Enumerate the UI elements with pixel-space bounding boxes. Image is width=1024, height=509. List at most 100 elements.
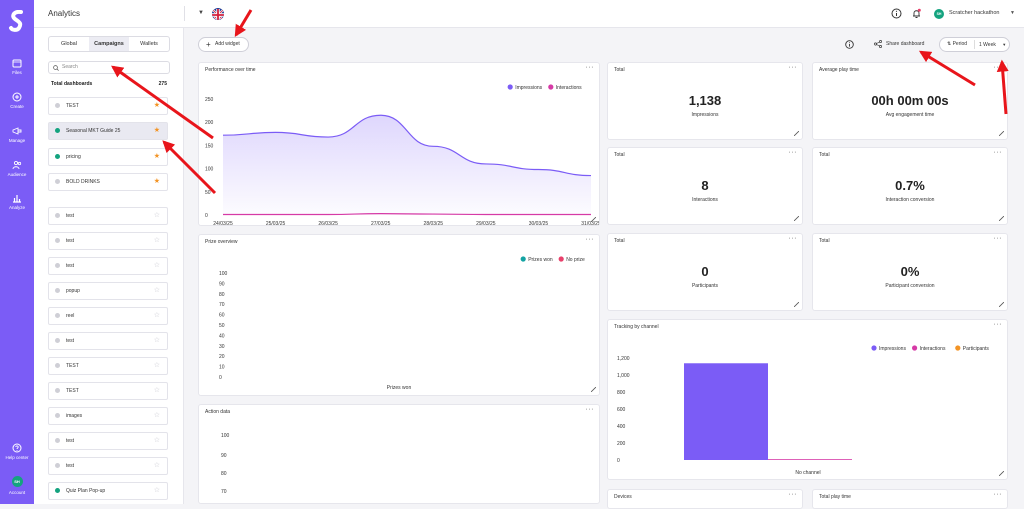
avatar[interactable]: SH — [934, 9, 944, 19]
list-item[interactable]: test ☆ — [48, 257, 168, 275]
resize-handle-icon[interactable] — [591, 387, 596, 392]
rail-help-center[interactable]: Help center — [0, 443, 34, 460]
series-line-impressions[interactable] — [222, 114, 592, 177]
y-tick-label: 20 — [219, 354, 225, 360]
resize-handle-icon[interactable] — [999, 471, 1004, 476]
more-options-icon[interactable]: ··· — [585, 236, 594, 243]
tab-campaigns[interactable]: Campaigns — [89, 37, 129, 51]
list-item[interactable]: TEST ★ — [48, 97, 168, 115]
star-icon[interactable]: ☆ — [153, 237, 160, 244]
legend-label[interactable]: Impressions — [515, 85, 542, 91]
star-icon[interactable]: ★ — [153, 178, 160, 185]
more-options-icon[interactable]: ··· — [788, 235, 797, 242]
tab-global[interactable]: Global — [61, 41, 77, 47]
star-icon[interactable]: ☆ — [153, 262, 160, 269]
rail-item-label: Manage — [8, 138, 26, 143]
app-logo[interactable] — [8, 10, 26, 32]
info-icon[interactable] — [891, 8, 902, 19]
uk-flag-icon[interactable] — [212, 8, 224, 20]
list-item[interactable]: Quiz Plan Pop-up ☆ — [48, 482, 168, 500]
resize-handle-icon[interactable] — [794, 216, 799, 221]
rail-item-analyze[interactable]: Analyze — [0, 193, 34, 210]
list-item[interactable]: test ☆ — [48, 457, 168, 475]
legend-label[interactable]: Impressions — [879, 346, 906, 352]
info-icon[interactable] — [845, 40, 854, 49]
rail-item-files[interactable]: Files — [0, 58, 34, 75]
legend-label[interactable]: Prizes won — [528, 257, 553, 263]
list-item[interactable]: reel ☆ — [48, 307, 168, 325]
more-options-icon[interactable]: ··· — [585, 64, 594, 71]
list-item[interactable]: test ☆ — [48, 332, 168, 350]
star-icon[interactable]: ☆ — [153, 387, 160, 394]
resize-handle-icon[interactable] — [591, 217, 596, 222]
legend-swatch — [520, 256, 526, 262]
star-icon[interactable]: ★ — [153, 127, 160, 134]
resize-handle-icon[interactable] — [794, 131, 799, 136]
y-tick-label: 800 — [617, 390, 626, 396]
card-title: Total — [819, 152, 830, 158]
star-icon[interactable]: ☆ — [153, 312, 160, 319]
list-item[interactable]: BOLD DRINKS ★ — [48, 173, 168, 191]
bar-interactions[interactable] — [768, 459, 852, 460]
more-options-icon[interactable]: ··· — [788, 491, 797, 498]
more-options-icon[interactable]: ··· — [993, 235, 1002, 242]
chevron-down-icon[interactable]: ▼ — [1010, 10, 1015, 16]
share-dashboard-button[interactable]: Share dashboard — [874, 38, 924, 50]
more-options-icon[interactable]: ··· — [993, 64, 1002, 71]
star-icon[interactable]: ★ — [153, 102, 160, 109]
legend-label[interactable]: No prize — [566, 257, 585, 263]
y-tick-label: 30 — [219, 344, 225, 350]
list-item[interactable]: pricing ★ — [48, 148, 168, 166]
legend-label[interactable]: Interactions — [556, 85, 582, 91]
list-item[interactable]: test ☆ — [48, 432, 168, 450]
star-icon[interactable]: ☆ — [153, 362, 160, 369]
list-item[interactable]: Seasonal MKT Guide 25 ★ — [48, 122, 168, 140]
list-item[interactable]: test ☆ — [48, 232, 168, 250]
list-item[interactable]: images ☆ — [48, 407, 168, 425]
more-options-icon[interactable]: ··· — [585, 406, 594, 413]
star-icon[interactable]: ☆ — [153, 287, 160, 294]
calendar-icon — [12, 59, 22, 68]
card-title: Performance over time — [205, 67, 256, 73]
legend-swatch — [507, 84, 513, 90]
star-icon[interactable]: ☆ — [153, 487, 160, 494]
star-icon[interactable]: ☆ — [153, 462, 160, 469]
period-value[interactable]: 1 Week ▼ — [979, 38, 1006, 52]
more-options-icon[interactable]: ··· — [993, 491, 1002, 498]
period-selector[interactable]: ⇅ Period 1 Week ▼ — [939, 37, 1010, 52]
resize-handle-icon[interactable] — [999, 302, 1004, 307]
legend-label[interactable]: Participants — [963, 346, 990, 352]
bar-impressions[interactable] — [684, 363, 768, 460]
rail-item-create[interactable]: Create — [0, 92, 34, 109]
chevron-down-icon[interactable]: ▼ — [198, 10, 204, 16]
resize-handle-icon[interactable] — [999, 131, 1004, 136]
star-icon[interactable]: ☆ — [153, 437, 160, 444]
list-item[interactable]: TEST ☆ — [48, 382, 168, 400]
rail-account[interactable]: SH Account — [0, 476, 34, 495]
star-icon[interactable]: ☆ — [153, 412, 160, 419]
list-item[interactable]: test ☆ — [48, 207, 168, 225]
star-icon[interactable]: ★ — [153, 153, 160, 160]
action-data-card: Action data ··· 70 80 90 100 — [198, 404, 600, 504]
star-icon[interactable]: ☆ — [153, 337, 160, 344]
tab-wallets[interactable]: Wallets — [140, 41, 158, 47]
list-item[interactable]: TEST ☆ — [48, 357, 168, 375]
resize-handle-icon[interactable] — [794, 302, 799, 307]
rail-item-manage[interactable]: Manage — [0, 126, 34, 143]
user-name[interactable]: Scratcher hackathon — [949, 10, 1000, 16]
legend-label[interactable]: Interactions — [920, 346, 946, 352]
list-item[interactable]: popup ☆ — [48, 282, 168, 300]
series-line-interactions[interactable] — [222, 213, 591, 216]
y-tick-label: 100 — [219, 271, 228, 277]
more-options-icon[interactable]: ··· — [993, 321, 1002, 328]
rail-item-audience[interactable]: Audience — [0, 160, 34, 177]
y-tick-label: 50 — [205, 190, 211, 196]
add-widget-button[interactable]: + Add widget — [198, 37, 249, 52]
star-icon[interactable]: ☆ — [153, 212, 160, 219]
resize-handle-icon[interactable] — [999, 216, 1004, 221]
bell-icon[interactable] — [911, 8, 922, 19]
more-options-icon[interactable]: ··· — [993, 149, 1002, 156]
more-options-icon[interactable]: ··· — [788, 149, 797, 156]
search-input[interactable]: Search — [48, 61, 170, 74]
more-options-icon[interactable]: ··· — [788, 64, 797, 71]
